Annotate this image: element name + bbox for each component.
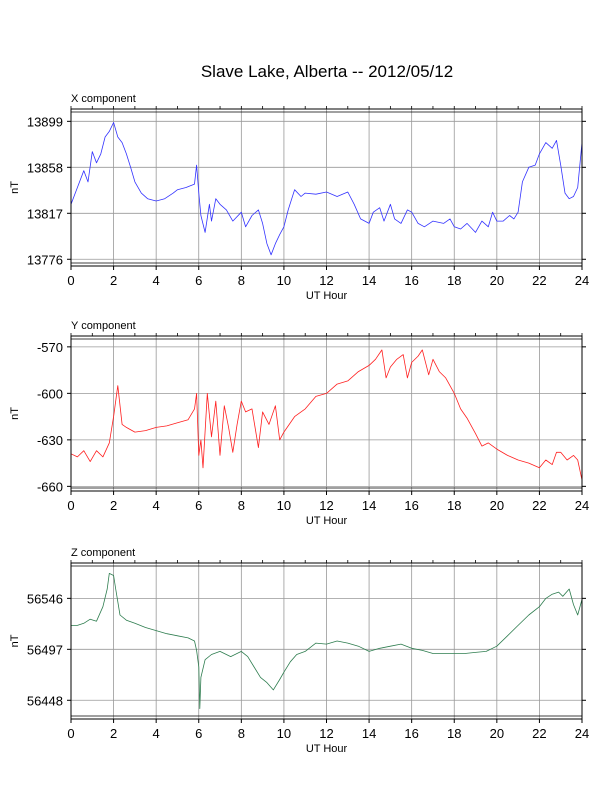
- x-tick-label: 6: [195, 273, 202, 288]
- chart-panel-x: 0 2 4 6 8 10 12 14 16 18 20 22 241377613817138581389…: [9, 93, 589, 302]
- series-line-y: [70, 349, 583, 481]
- x-axis-label: UT Hour: [306, 290, 348, 302]
- x-tick-label: 14: [362, 726, 376, 741]
- x-tick-label: 24: [575, 273, 589, 288]
- y-tick-label: -660: [37, 479, 63, 494]
- series-line-z: [71, 573, 583, 709]
- x-axis-label: UT Hour: [306, 515, 348, 527]
- x-tick-label: 16: [404, 726, 418, 741]
- panel-title-y: Y component: [71, 320, 136, 332]
- y-tick-label: 13817: [27, 206, 63, 221]
- x-tick-label: 14: [362, 273, 376, 288]
- x-tick-label: 24: [575, 498, 589, 513]
- y-tick-label: -600: [37, 386, 63, 401]
- x-tick-label: 10: [277, 498, 291, 513]
- x-tick-label: 18: [447, 726, 461, 741]
- y-axis-label: nT: [9, 634, 21, 647]
- x-tick-label: 18: [447, 498, 461, 513]
- x-tick-label: 12: [319, 498, 333, 513]
- y-tick-label: 56497: [27, 642, 63, 657]
- x-tick-label: 22: [532, 726, 546, 741]
- x-tick-label: 8: [238, 498, 245, 513]
- x-tick-label: 22: [532, 498, 546, 513]
- y-tick-label: 56546: [27, 591, 63, 606]
- x-axis-label: UT Hour: [306, 743, 348, 755]
- x-tick-label: 18: [447, 273, 461, 288]
- x-tick-label: 8: [238, 726, 245, 741]
- x-tick-label: 4: [153, 726, 160, 741]
- x-tick-label: 10: [277, 273, 291, 288]
- y-axis-label: nT: [9, 181, 21, 194]
- panel-title-z: Z component: [71, 547, 135, 559]
- x-tick-label: 4: [153, 498, 160, 513]
- x-tick-label: 2: [110, 726, 117, 741]
- panels: 0 2 4 6 8 10 12 14 16 18 20 22 241377613817138581389…: [9, 93, 589, 755]
- x-tick-label: 16: [404, 498, 418, 513]
- series-line-x: [70, 122, 583, 256]
- y-axis-label: nT: [9, 407, 21, 420]
- x-tick-label: 0: [67, 726, 74, 741]
- x-tick-label: 14: [362, 498, 376, 513]
- x-tick-label: 20: [490, 273, 504, 288]
- panel-title-x: X component: [71, 93, 136, 105]
- y-tick-label: -570: [37, 340, 63, 355]
- x-tick-label: 24: [575, 726, 589, 741]
- x-tick-label: 20: [490, 726, 504, 741]
- x-tick-label: 20: [490, 498, 504, 513]
- x-tick-label: 12: [319, 726, 333, 741]
- page-title: Slave Lake, Alberta -- 2012/05/12: [201, 62, 453, 81]
- y-tick-label: 56448: [27, 693, 63, 708]
- x-tick-label: 2: [110, 273, 117, 288]
- x-tick-label: 12: [319, 273, 333, 288]
- x-tick-label: 0: [67, 498, 74, 513]
- x-tick-label: 8: [238, 273, 245, 288]
- y-tick-label: -630: [37, 433, 63, 448]
- x-tick-label: 6: [195, 726, 202, 741]
- x-tick-label: 10: [277, 726, 291, 741]
- x-tick-label: 0: [67, 273, 74, 288]
- x-tick-label: 16: [404, 273, 418, 288]
- x-tick-label: 6: [195, 498, 202, 513]
- x-tick-label: 4: [153, 273, 160, 288]
- y-tick-label: 13899: [27, 114, 63, 129]
- y-tick-label: 13776: [27, 252, 63, 267]
- x-tick-label: 22: [532, 273, 546, 288]
- y-tick-label: 13858: [27, 160, 63, 175]
- x-tick-label: 2: [110, 498, 117, 513]
